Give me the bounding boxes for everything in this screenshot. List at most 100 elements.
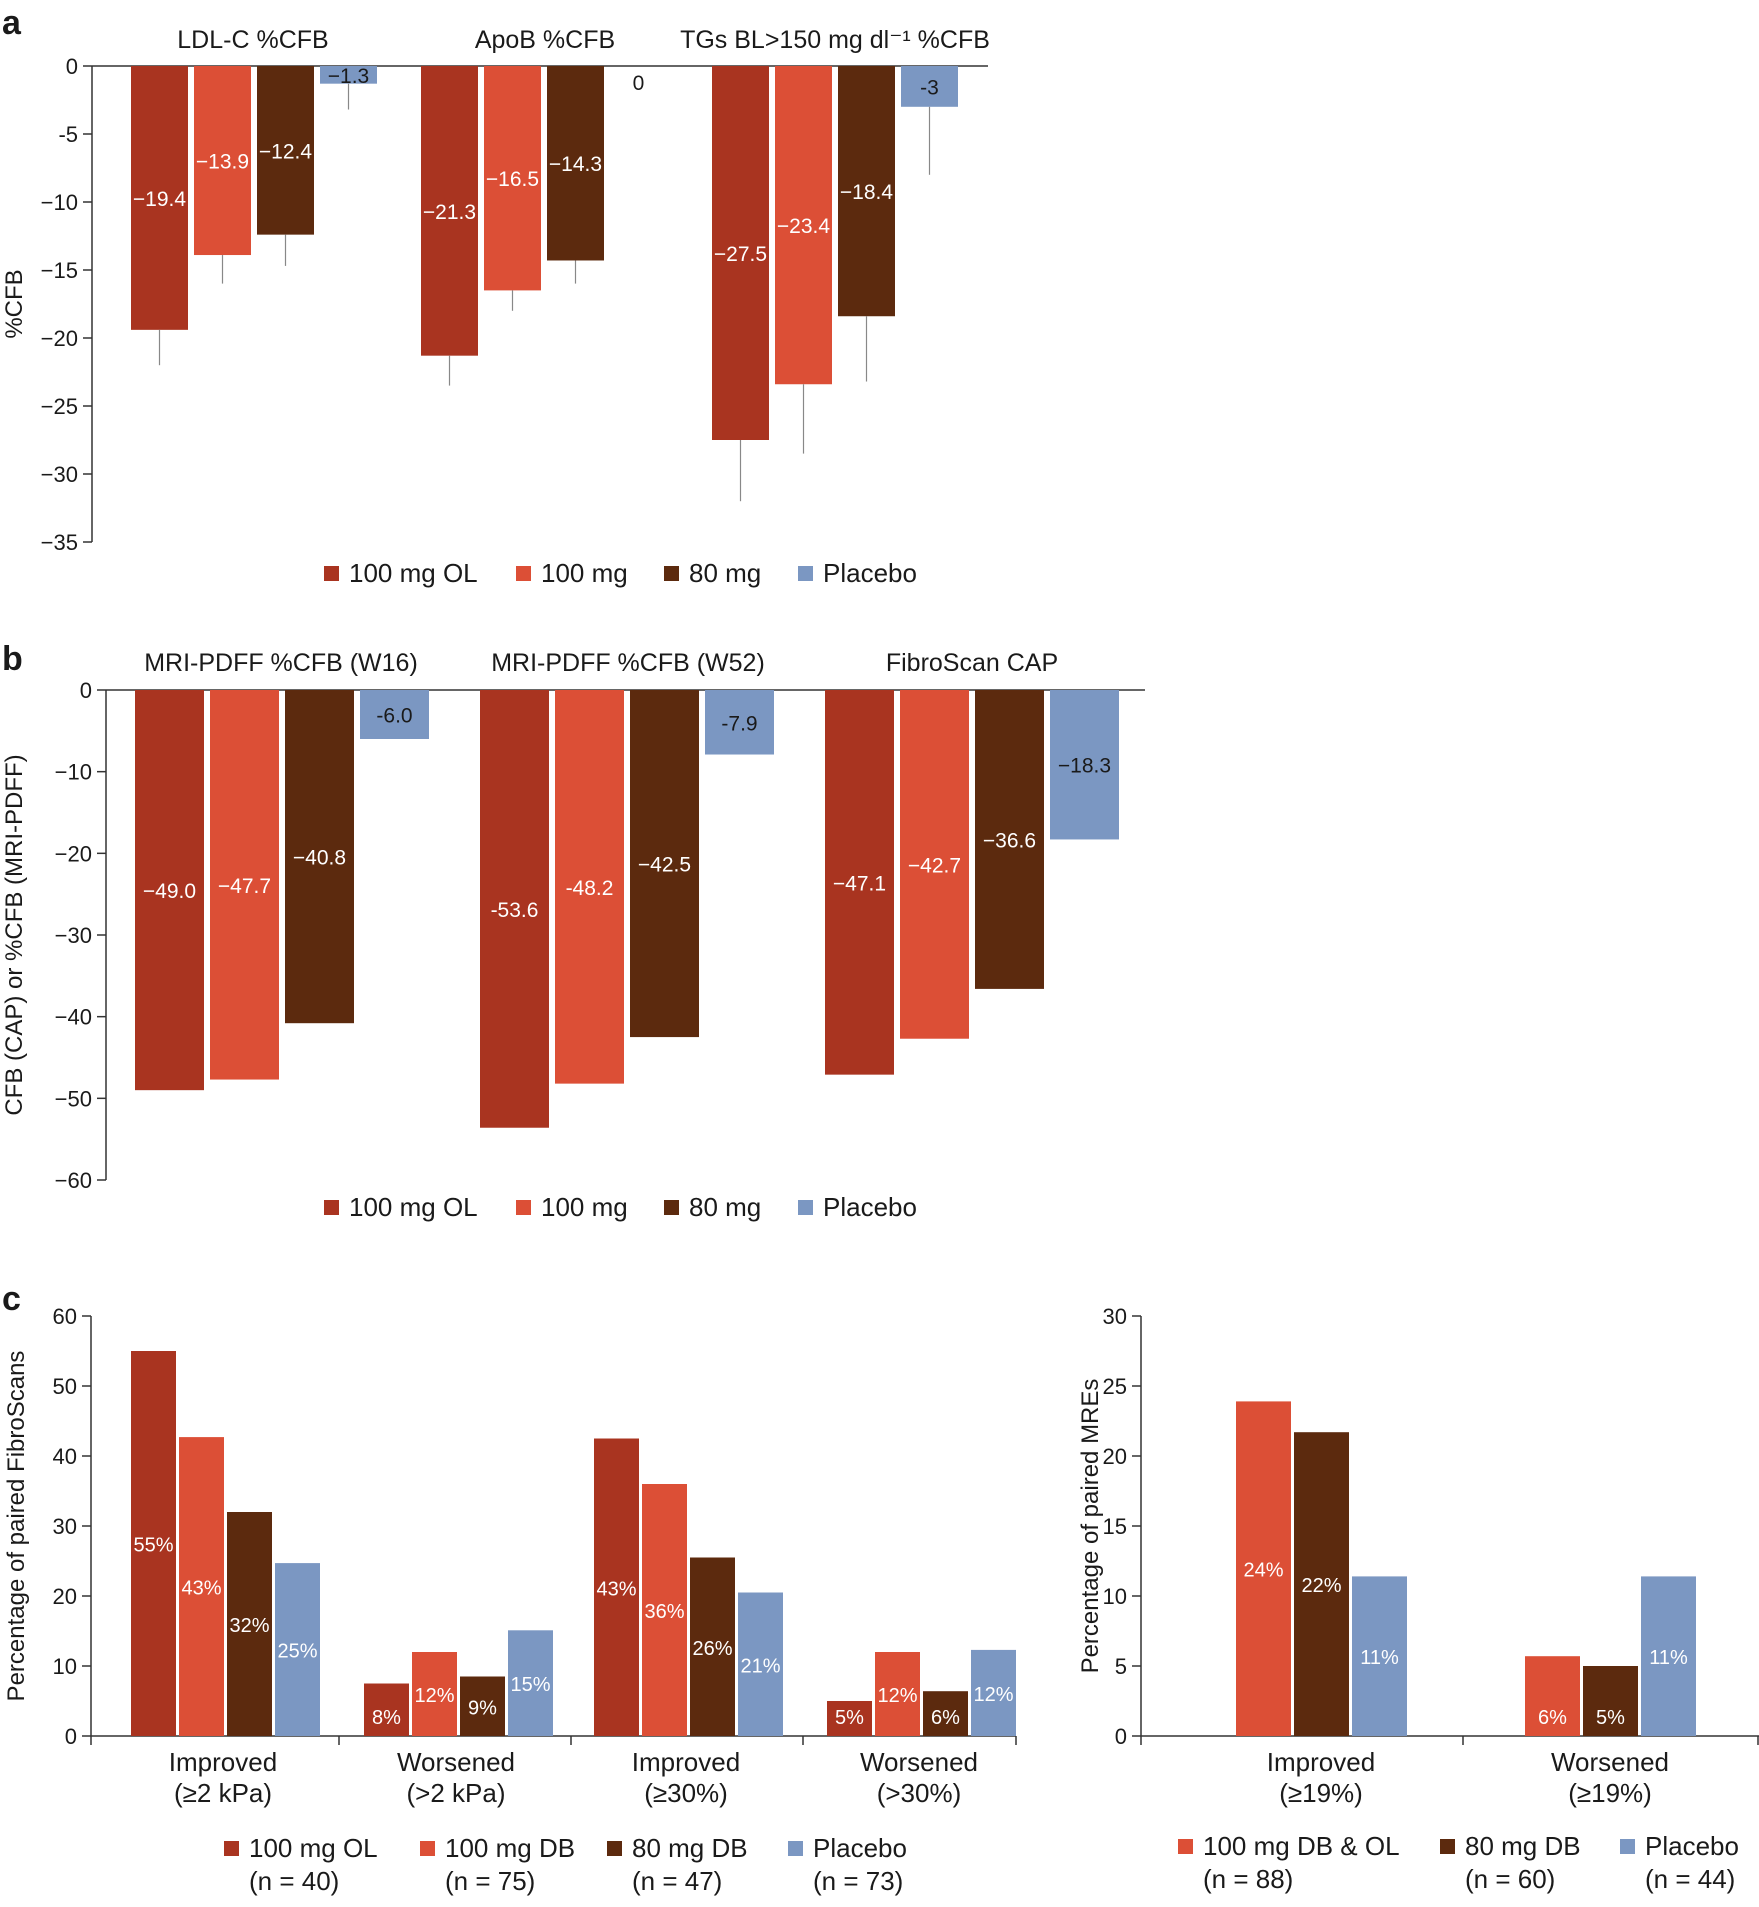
bar-value-label: −42.7 <box>908 854 961 877</box>
y-tick-label: −10 <box>55 760 92 785</box>
y-tick-label: 40 <box>53 1444 77 1469</box>
bar-100-mg-ol <box>131 1351 176 1736</box>
y-tick-label: −60 <box>55 1168 92 1193</box>
bar-value-label: −12.4 <box>259 140 312 163</box>
panel-labels: a b c <box>2 4 23 1318</box>
y-tick-label: 50 <box>53 1374 77 1399</box>
bar-100-mg-ol <box>364 1683 409 1736</box>
y-tick-label: −35 <box>41 530 78 555</box>
bar-placebo <box>705 690 774 755</box>
bar-80-mg-db <box>1294 1432 1349 1736</box>
bar-value-label: 25% <box>277 1641 317 1663</box>
x-tick-label: Worsened <box>1551 1747 1669 1777</box>
group-title: TGs BL>150 mg dl⁻¹ %CFB <box>680 26 990 54</box>
x-tick-sublabel: (≥19%) <box>1279 1778 1363 1808</box>
bar-placebo <box>320 66 377 84</box>
bar-value-label: 11% <box>1649 1647 1688 1669</box>
legend-swatch <box>516 566 531 581</box>
group-title: FibroScan CAP <box>886 649 1058 677</box>
legend-swatch <box>607 1841 622 1856</box>
legend-swatch <box>798 1200 813 1215</box>
bar-value-label: 12% <box>414 1685 454 1707</box>
y-tick-label: 10 <box>53 1654 77 1679</box>
legend-swatch <box>324 1200 339 1215</box>
y-tick-label: 15 <box>1103 1514 1127 1539</box>
bar-80-mg <box>975 690 1044 989</box>
bar-value-label: −47.1 <box>833 872 886 895</box>
x-tick-sublabel: (≥30%) <box>644 1778 728 1808</box>
x-tick-sublabel: (>2 kPa) <box>407 1778 506 1808</box>
panel-label-a: a <box>2 4 22 42</box>
bar-value-label: -7.9 <box>721 712 757 735</box>
bar-value-label: 22% <box>1301 1575 1341 1597</box>
y-tick-label: −30 <box>55 923 92 948</box>
bar-100-mg <box>194 66 251 256</box>
y-tick-label: 0 <box>1115 1724 1127 1749</box>
legend-label: Placebo <box>823 1192 917 1222</box>
legend-label: Placebo <box>813 1833 907 1863</box>
legend-swatch <box>664 1200 679 1215</box>
bar-value-label: 12% <box>973 1684 1013 1706</box>
legend-n-label: (n = 47) <box>632 1866 722 1896</box>
legend-label: 80 mg DB <box>1465 1831 1581 1861</box>
y-tick-label: −15 <box>41 258 78 283</box>
bar-value-label: 43% <box>181 1578 221 1600</box>
panel-b-chart: 0 −10 −20 −30 −40 −50 −60 CFB (CAP) or %CFB (MR… <box>1 649 1145 1222</box>
legend-swatch <box>664 566 679 581</box>
bar-value-label: 5% <box>835 1707 864 1729</box>
bar-100-mg-db <box>642 1484 687 1736</box>
bar-100-mg-ol <box>827 1701 872 1736</box>
bar-value-label: −23.4 <box>777 215 830 238</box>
bar-placebo <box>1050 690 1119 840</box>
x-tick-label: Worsened <box>860 1747 978 1777</box>
legend-swatch <box>324 566 339 581</box>
bar-placebo <box>360 690 429 739</box>
bar-placebo <box>738 1592 783 1736</box>
x-tick-sublabel: (≥19%) <box>1568 1778 1652 1808</box>
bar-80-mg-db <box>227 1512 272 1736</box>
x-tick-label: Improved <box>632 1747 740 1777</box>
bar-100-mg <box>900 690 969 1039</box>
bar-value-label: 55% <box>133 1535 173 1557</box>
bar-80-mg <box>547 66 604 261</box>
bar-value-label: 12% <box>877 1685 917 1707</box>
panel-label-b: b <box>2 640 23 678</box>
legend-swatch <box>516 1200 531 1215</box>
group-title: MRI-PDFF %CFB (W52) <box>491 649 765 677</box>
bar-80-mg-db <box>460 1676 505 1736</box>
bar-value-label: -48.2 <box>566 877 614 900</box>
legend-swatch <box>1620 1839 1635 1854</box>
y-tick-label: −20 <box>41 326 78 351</box>
legend-swatch <box>1178 1839 1193 1854</box>
legend-label: 100 mg OL <box>249 1833 378 1863</box>
x-tick-sublabel: (>30%) <box>877 1778 962 1808</box>
y-tick-label: 30 <box>1103 1304 1127 1329</box>
bar-100-mg-ol <box>480 690 549 1128</box>
bar-100-mg-ol <box>421 66 478 356</box>
legend-label: 100 mg DB & OL <box>1203 1831 1400 1861</box>
bar-value-label: −19.4 <box>133 188 186 211</box>
bar-value-label: 32% <box>229 1615 269 1637</box>
bar-value-label: 9% <box>468 1697 497 1719</box>
bar-value-label: -6.0 <box>376 705 412 728</box>
y-tick-label: 0 <box>65 1724 77 1749</box>
y-tick-label: −50 <box>55 1086 92 1111</box>
bar-value-label: −13.9 <box>196 151 249 174</box>
bar-value-label: 6% <box>1538 1707 1567 1729</box>
bar-placebo <box>971 1649 1016 1736</box>
panel-c-mre-chart: 0 5 10 15 20 25 30 Percentage of paired MREs 24%… <box>1077 1304 1759 1894</box>
bar-100-mg-ol <box>135 690 204 1091</box>
y-tick-label: 5 <box>1115 1654 1127 1679</box>
bar-value-label: 21% <box>740 1655 780 1677</box>
bar-80-mg-db <box>1583 1666 1638 1736</box>
legend-n-label: (n = 88) <box>1203 1864 1293 1894</box>
bar-80-mg <box>257 66 314 235</box>
bar-100-mg-ol <box>131 66 188 330</box>
bar-100-mg-ol <box>594 1438 639 1736</box>
bar-placebo <box>1352 1576 1407 1736</box>
y-axis-label: CFB (CAP) or %CFB (MRI-PDFF) <box>1 754 28 1115</box>
bar-100-mg-db <box>875 1652 920 1736</box>
y-tick-label: −30 <box>41 462 78 487</box>
y-tick-label: −25 <box>41 394 78 419</box>
bar-value-label: −27.5 <box>714 243 767 266</box>
